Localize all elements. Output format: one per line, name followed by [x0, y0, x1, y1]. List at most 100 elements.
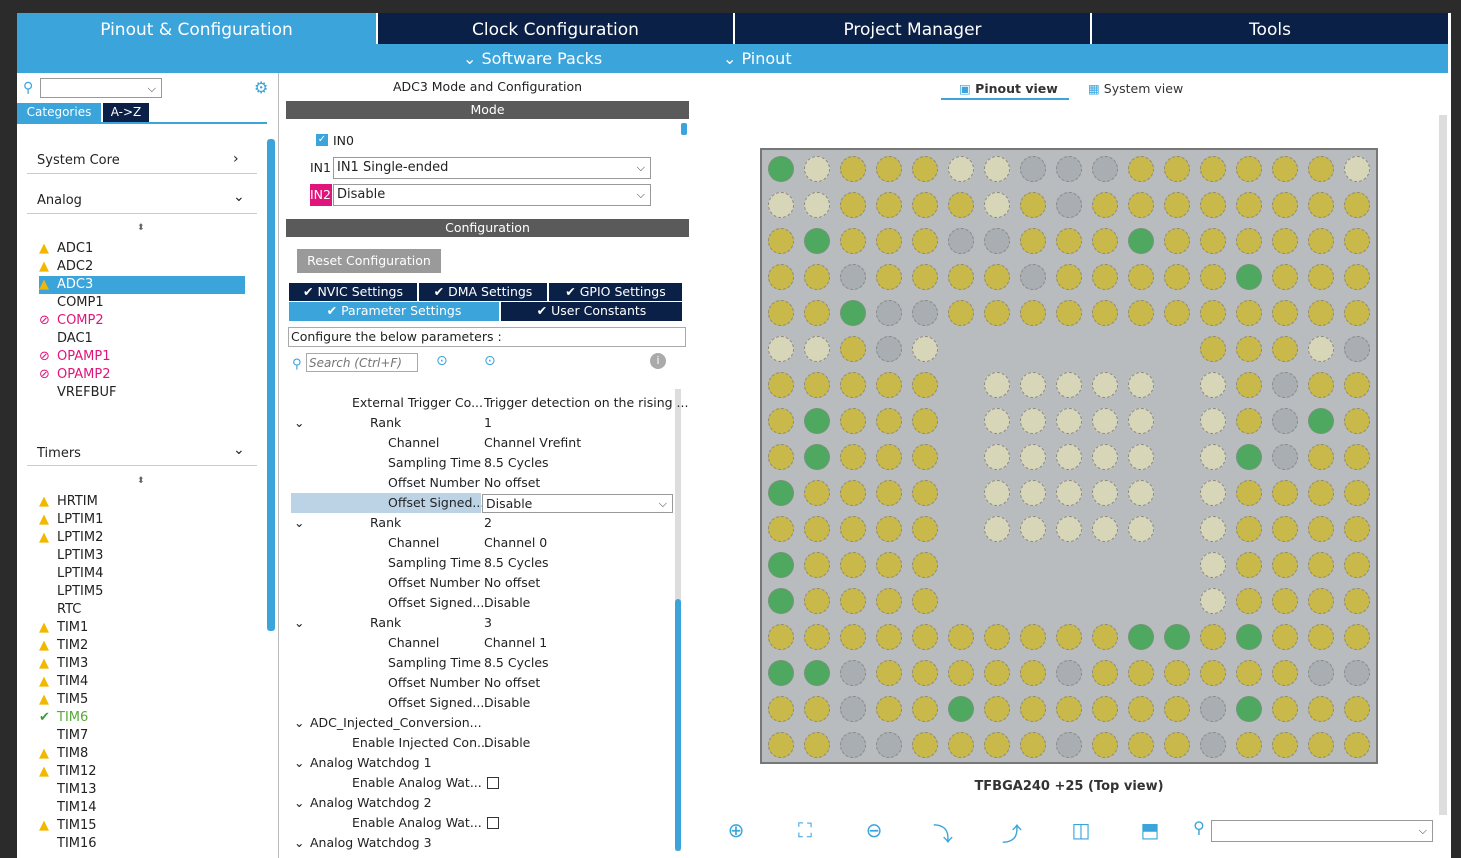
pin-ball[interactable]	[1092, 408, 1118, 434]
pin-ball[interactable]	[876, 516, 902, 542]
pin-ball[interactable]	[768, 480, 794, 506]
pin-ball[interactable]	[876, 444, 902, 470]
pin-ball[interactable]	[984, 660, 1010, 686]
pin-ball[interactable]	[1200, 264, 1226, 290]
pin-ball[interactable]	[1092, 300, 1118, 326]
pin-ball[interactable]	[804, 588, 830, 614]
list-item-comp1[interactable]: COMP1	[39, 294, 245, 312]
pin-ball[interactable]	[876, 408, 902, 434]
in0-checkbox[interactable]: ✓	[316, 134, 328, 146]
list-item-lptim5[interactable]: LPTIM5	[39, 583, 245, 601]
pin-ball[interactable]	[1092, 732, 1118, 758]
pin-ball[interactable]	[948, 192, 974, 218]
pin-ball[interactable]	[1092, 192, 1118, 218]
list-item-tim15[interactable]: ▲ TIM15	[39, 817, 245, 835]
pin-ball[interactable]	[876, 264, 902, 290]
param-value[interactable]: 8.5 Cycles	[484, 455, 549, 470]
tab-dma-settings[interactable]: ✔ DMA Settings	[419, 283, 547, 301]
pin-ball[interactable]	[1092, 660, 1118, 686]
param-value[interactable]: 3	[484, 615, 492, 630]
pin-ball[interactable]	[1308, 228, 1334, 254]
pin-ball[interactable]	[1020, 300, 1046, 326]
pin-ball[interactable]	[1236, 156, 1262, 182]
pin-ball[interactable]	[1092, 156, 1118, 182]
pin-ball[interactable]	[804, 264, 830, 290]
pin-ball[interactable]	[1344, 192, 1370, 218]
pin-ball[interactable]	[804, 372, 830, 398]
pin-ball[interactable]	[1200, 156, 1226, 182]
pin-ball[interactable]	[1056, 480, 1082, 506]
pin-ball[interactable]	[948, 696, 974, 722]
pin-ball[interactable]	[1128, 732, 1154, 758]
pin-ball[interactable]	[1056, 372, 1082, 398]
pin-ball[interactable]	[948, 300, 974, 326]
pin-ball[interactable]	[876, 300, 902, 326]
pin-ball[interactable]	[984, 480, 1010, 506]
pin-ball[interactable]	[1200, 732, 1226, 758]
pin-ball[interactable]	[984, 372, 1010, 398]
list-item-vrefbuf[interactable]: VREFBUF	[39, 384, 245, 402]
pin-ball[interactable]	[876, 588, 902, 614]
pin-ball[interactable]	[876, 732, 902, 758]
pin-ball[interactable]	[768, 336, 794, 362]
pin-ball[interactable]	[1200, 336, 1226, 362]
pin-ball[interactable]	[1092, 444, 1118, 470]
expand-chevron-icon[interactable]: ⌄	[294, 615, 305, 630]
chevron-down-icon[interactable]: ⌄	[233, 442, 245, 458]
pin-ball[interactable]	[876, 480, 902, 506]
pin-ball[interactable]	[1128, 372, 1154, 398]
tab-user-constants[interactable]: ✔ User Constants	[501, 302, 682, 321]
pin-ball[interactable]	[876, 372, 902, 398]
pin-ball[interactable]	[912, 660, 938, 686]
list-item-tim4[interactable]: ▲ TIM4	[39, 673, 245, 691]
category-system-core[interactable]: System Core	[37, 153, 120, 168]
param-value[interactable]: No offset	[484, 575, 541, 590]
reset-configuration-button[interactable]: Reset Configuration	[297, 249, 441, 273]
pin-ball[interactable]	[1344, 480, 1370, 506]
pin-ball[interactable]	[1200, 228, 1226, 254]
pin-ball[interactable]	[840, 264, 866, 290]
pin-ball[interactable]	[1272, 552, 1298, 578]
pin-ball[interactable]	[1020, 660, 1046, 686]
pin-ball[interactable]	[948, 156, 974, 182]
pin-ball[interactable]	[1236, 732, 1262, 758]
list-item-tim5[interactable]: ▲ TIM5	[39, 691, 245, 709]
param-value[interactable]: 2	[484, 515, 492, 530]
pin-ball[interactable]	[1344, 408, 1370, 434]
pin-ball[interactable]	[840, 156, 866, 182]
pin-ball[interactable]	[1236, 300, 1262, 326]
param-value[interactable]: 1	[484, 415, 492, 430]
pin-ball[interactable]	[804, 696, 830, 722]
pin-ball[interactable]	[1128, 156, 1154, 182]
list-item-tim16[interactable]: TIM16	[39, 835, 245, 853]
pin-ball[interactable]	[840, 336, 866, 362]
tab-a-z[interactable]: A->Z	[103, 103, 149, 122]
pin-ball[interactable]	[1020, 696, 1046, 722]
info-icon[interactable]: i	[650, 353, 666, 369]
pin-ball[interactable]	[840, 372, 866, 398]
expand-chevron-icon[interactable]: ⌄	[294, 515, 305, 530]
pin-ball[interactable]	[1056, 156, 1082, 182]
pin-ball[interactable]	[876, 192, 902, 218]
expand-chevron-icon[interactable]: ⌄	[294, 835, 305, 850]
pin-ball[interactable]	[984, 156, 1010, 182]
pin-ball[interactable]	[1056, 660, 1082, 686]
pin-ball[interactable]	[1200, 516, 1226, 542]
list-item-opamp1[interactable]: ⊘ OPAMP1	[39, 348, 245, 366]
pin-ball[interactable]	[984, 192, 1010, 218]
pin-ball[interactable]	[804, 552, 830, 578]
list-item-tim6[interactable]: ✔ TIM6	[39, 709, 245, 727]
list-item-adc2[interactable]: ▲ ADC2	[39, 258, 245, 276]
pin-ball[interactable]	[840, 660, 866, 686]
pin-ball[interactable]	[1164, 696, 1190, 722]
list-item-tim7[interactable]: TIM7	[39, 727, 245, 745]
pin-ball[interactable]	[768, 732, 794, 758]
pin-ball[interactable]	[1344, 336, 1370, 362]
rotate-right-icon[interactable]: ⤵	[933, 822, 953, 846]
pin-ball[interactable]	[804, 228, 830, 254]
pin-ball[interactable]	[1236, 444, 1262, 470]
pin-ball[interactable]	[948, 264, 974, 290]
list-item-lptim2[interactable]: ▲ LPTIM2	[39, 529, 245, 547]
pin-ball[interactable]	[1308, 372, 1334, 398]
pin-ball[interactable]	[840, 480, 866, 506]
